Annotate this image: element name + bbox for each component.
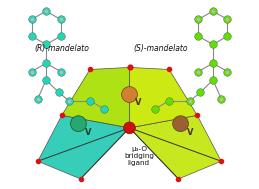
Polygon shape [62, 67, 130, 128]
Text: (R)-mandelato: (R)-mandelato [34, 44, 89, 53]
Text: μ₃-O
bridging
ligand: μ₃-O bridging ligand [124, 146, 154, 166]
Polygon shape [38, 115, 130, 179]
Text: (S)-mandelato: (S)-mandelato [134, 44, 188, 53]
Circle shape [70, 116, 86, 132]
Text: V: V [85, 128, 91, 137]
Text: V: V [135, 98, 142, 107]
Polygon shape [130, 67, 197, 128]
Circle shape [124, 122, 135, 134]
Circle shape [121, 87, 138, 102]
Polygon shape [130, 115, 221, 179]
Text: V: V [187, 128, 193, 137]
Circle shape [173, 116, 189, 132]
